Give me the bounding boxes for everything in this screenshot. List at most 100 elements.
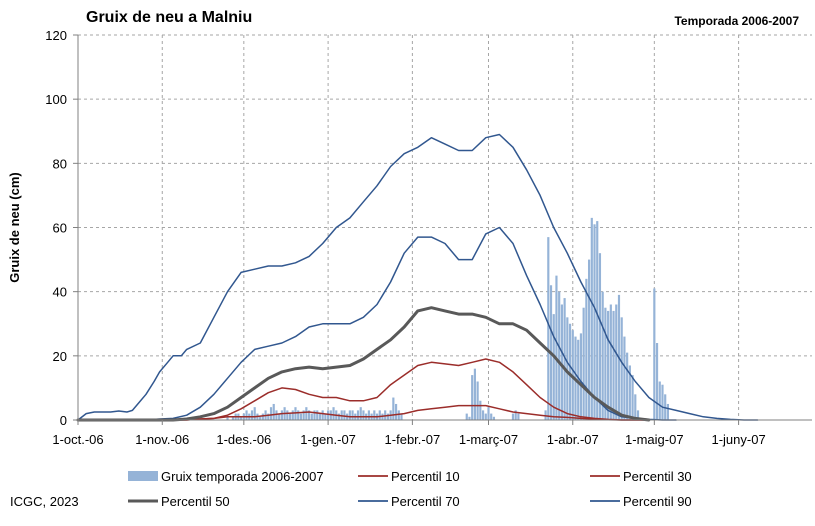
snow-depth-bar <box>302 410 305 420</box>
snow-depth-bar <box>555 275 558 420</box>
snow-depth-bar <box>568 323 572 420</box>
series-line-percentil-10 <box>77 404 650 421</box>
snow-depth-bar <box>259 416 262 420</box>
snow-depth-bar <box>596 221 599 420</box>
snow-depth-bar <box>593 224 596 420</box>
snow-depth-bar <box>310 413 313 420</box>
snow-depth-bar <box>269 407 273 420</box>
snow-depth-bar <box>560 304 563 420</box>
snow-depth-bar <box>318 413 322 420</box>
snow-depth-bar <box>253 407 256 420</box>
snow-depth-bar <box>612 310 615 420</box>
line-series <box>76 133 759 422</box>
snow-depth-bar <box>250 410 254 420</box>
snow-depth-bar <box>392 397 395 420</box>
x-tick-label: 1-gen.-07 <box>300 432 356 447</box>
snow-depth-bar <box>394 403 398 420</box>
snow-depth-bar <box>623 336 626 420</box>
snow-depth-bar <box>552 314 555 420</box>
x-tick-label: 1-des.-06 <box>216 432 271 447</box>
snow-depth-bar <box>590 217 593 420</box>
snow-depth-bar <box>476 381 479 420</box>
snow-depth-bar <box>280 410 283 420</box>
snow-depth-bar <box>297 410 300 420</box>
snow-depth-bar <box>517 413 520 420</box>
series-line-percentil-50 <box>76 306 651 422</box>
snow-depth-bar <box>666 403 670 420</box>
series-line-percentil-90 <box>77 133 759 421</box>
legend-label: Percentil 70 <box>391 494 460 509</box>
x-tick-label: 1-juny-07 <box>711 432 765 447</box>
snow-depth-bar <box>487 407 490 420</box>
snow-depth-bar <box>653 288 656 420</box>
x-tick-label: 1-març-07 <box>459 432 518 447</box>
y-tick-label: 40 <box>53 285 67 300</box>
snow-depth-bar <box>609 304 612 420</box>
snow-depth-bar <box>373 410 376 420</box>
snow-depth-bar <box>628 365 631 420</box>
x-tick-label: 1-abr.-07 <box>547 432 599 447</box>
legend-label: Percentil 30 <box>623 469 692 484</box>
snow-depth-bar <box>231 416 235 420</box>
snow-depth-bar <box>484 413 487 420</box>
snow-depth-bar <box>547 237 550 420</box>
snow-depth-bar <box>468 416 471 420</box>
snow-depth-bar <box>400 413 403 420</box>
legend-label: Percentil 50 <box>161 494 230 509</box>
y-axis-label: Gruix de neu (cm) <box>7 172 22 283</box>
snow-depth-bar <box>240 416 243 420</box>
snow-depth-bar <box>631 375 634 420</box>
snow-depth-bar <box>598 253 602 420</box>
snow-depth-bar <box>604 307 607 420</box>
snow-depth-bar <box>481 410 485 420</box>
snow-depth-bar <box>305 407 308 420</box>
snow-depth-bar <box>661 384 664 420</box>
y-tick-label: 20 <box>53 349 67 364</box>
snow-depth-bar <box>316 410 319 420</box>
snow-depth-bar <box>321 410 324 420</box>
y-tick-label: 100 <box>45 92 67 107</box>
snow-depth-bar <box>566 317 569 420</box>
snow-depth-bar <box>636 410 640 420</box>
credit-label: ICGC, 2023 <box>10 494 79 509</box>
grid-lines <box>78 34 812 420</box>
legend-swatch-bar <box>128 471 158 481</box>
snow-depth-bar <box>291 410 294 420</box>
chart-title: Gruix de neu a Malniu <box>86 9 253 26</box>
y-tick-label: 120 <box>45 28 67 43</box>
snow-depth-bar <box>582 307 585 420</box>
x-tick-label: 1-oct.-06 <box>52 432 103 447</box>
y-tick-label: 0 <box>60 413 67 428</box>
series-line-percentil-70 <box>77 226 677 421</box>
snow-depth-bar <box>324 413 327 420</box>
snow-depth-bar <box>585 278 588 420</box>
snow-depth-bar <box>348 410 351 420</box>
snow-depth-bar <box>313 410 316 420</box>
y-tick-label: 80 <box>53 156 67 171</box>
snow-depth-bar <box>307 410 311 420</box>
snow-depth-bar <box>327 410 330 420</box>
snow-depth-bar <box>272 403 275 420</box>
snow-depth-bar <box>490 413 493 420</box>
snow-depth-bar <box>343 410 346 420</box>
snow-depth-bar <box>579 333 583 420</box>
snow-depth-bar <box>267 413 270 420</box>
snow-depth-bar <box>471 375 474 420</box>
snow-depth-bar <box>607 310 610 420</box>
axes: 0 20 40 60 80 100 120 1-oct.-06 1-nov.-06 1-des.-… <box>7 28 812 447</box>
snow-depth-bar <box>378 410 381 420</box>
snow-depth-bar <box>226 416 229 420</box>
snow-depth-bar <box>286 410 289 420</box>
y-tick-label: 60 <box>53 221 67 236</box>
snow-depth-bar <box>359 407 362 420</box>
snow-depth-bar <box>620 317 623 420</box>
snow-depth-bar <box>558 291 561 420</box>
snow-depth-bar <box>615 304 618 420</box>
snow-depth-bar <box>479 400 482 420</box>
legend-label: Gruix temporada 2006-2007 <box>161 469 324 484</box>
x-tick-label: 1-nov.-06 <box>135 432 189 447</box>
snow-depth-bar <box>275 410 278 420</box>
snow-depth-bar <box>261 413 264 420</box>
legend: Gruix temporada 2006-2007 Percentil 10 Per… <box>128 469 692 509</box>
